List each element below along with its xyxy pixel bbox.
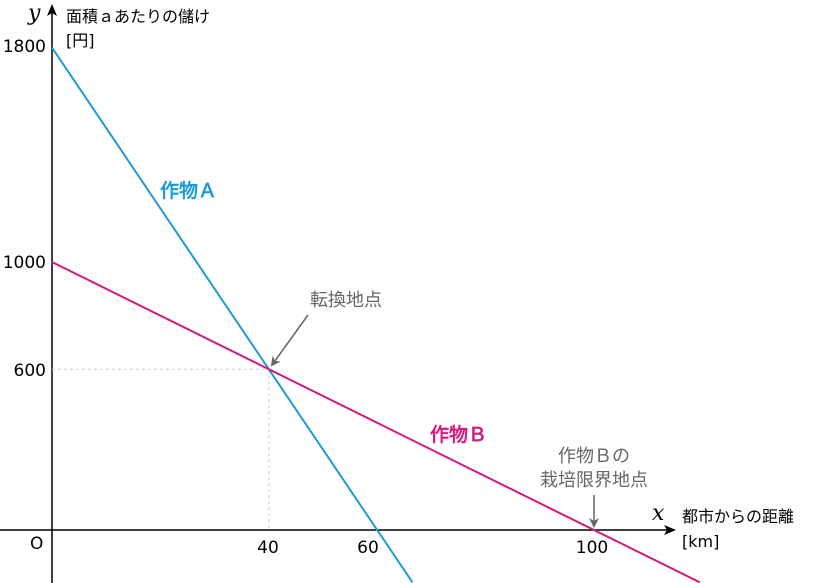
y-axis-arrowhead (47, 4, 57, 16)
y-tick-label: 600 (14, 361, 46, 381)
annotation-arrow-transition-point (270, 314, 309, 367)
x-tick-label: 100 (576, 538, 608, 558)
origin-label: O (30, 534, 43, 554)
y-axis-label: 面積ａあたりの儲け (66, 7, 210, 26)
series-line-crop-b (51, 261, 701, 583)
series-line-crop-a (51, 47, 414, 583)
annotation-cultivation-limit-line1: 作物Ｂの (558, 446, 630, 467)
y-axis-symbol: y (27, 1, 41, 26)
annotation-cultivation-limit-line2: 栽培限界地点 (540, 470, 648, 491)
x-axis-label: 都市からの距離 (682, 507, 794, 526)
y-tick-label: 1800 (3, 37, 46, 57)
series-label-crop-a: 作物Ａ (160, 179, 217, 202)
x-tick-label: 60 (357, 538, 379, 558)
x-axis-unit: [km] (682, 532, 719, 551)
series-label-crop-b: 作物Ｂ (430, 423, 487, 446)
y-tick-label: 1000 (3, 253, 46, 273)
x-axis-arrowhead (664, 525, 676, 535)
x-axis-symbol: x (652, 501, 665, 526)
x-tick-label: 40 (257, 538, 279, 558)
annotation-transition-point: 転換地点 (310, 290, 382, 311)
y-axis-unit: [円] (66, 31, 95, 50)
